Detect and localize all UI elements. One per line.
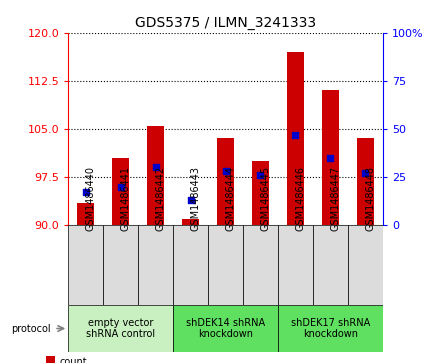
Point (117, 184, 124, 189)
Point (187, 197, 194, 203)
Bar (208, 225, 243, 305)
Bar (147, 126, 164, 225)
Point (222, 168, 229, 174)
Bar (348, 225, 383, 305)
Point (362, 170, 369, 176)
Bar (46, 356, 55, 363)
Bar (217, 139, 234, 225)
Bar (173, 305, 278, 352)
Bar (182, 219, 199, 225)
Text: GSM1486440: GSM1486440 (86, 167, 95, 232)
Text: GSM1486446: GSM1486446 (295, 167, 305, 232)
Text: GSM1486447: GSM1486447 (330, 166, 341, 232)
Bar (322, 90, 339, 225)
Point (257, 172, 264, 178)
Bar (138, 225, 173, 305)
Bar (243, 225, 278, 305)
Bar (173, 225, 208, 305)
Bar (278, 225, 313, 305)
Bar (77, 203, 95, 225)
Point (82, 189, 89, 195)
Text: empty vector
shRNA control: empty vector shRNA control (86, 318, 155, 339)
Bar (252, 161, 269, 225)
Text: shDEK14 shRNA
knockdown: shDEK14 shRNA knockdown (186, 318, 265, 339)
Text: shDEK17 shRNA
knockdown: shDEK17 shRNA knockdown (291, 318, 370, 339)
Bar (313, 225, 348, 305)
Title: GDS5375 / ILMN_3241333: GDS5375 / ILMN_3241333 (135, 16, 316, 30)
Text: GSM1486444: GSM1486444 (226, 167, 235, 232)
Bar (287, 52, 304, 225)
Point (292, 132, 299, 138)
Bar (278, 305, 383, 352)
Text: GSM1486443: GSM1486443 (191, 167, 201, 232)
Text: protocol: protocol (11, 323, 51, 334)
Text: count: count (60, 357, 87, 363)
Bar (68, 305, 173, 352)
Bar (356, 139, 374, 225)
Text: GSM1486442: GSM1486442 (156, 166, 165, 232)
Bar (112, 158, 129, 225)
Bar (68, 225, 103, 305)
Bar (103, 225, 138, 305)
Text: GSM1486445: GSM1486445 (260, 166, 271, 232)
Point (327, 155, 334, 160)
Point (152, 164, 159, 170)
Text: GSM1486448: GSM1486448 (365, 167, 375, 232)
Text: GSM1486441: GSM1486441 (121, 167, 131, 232)
